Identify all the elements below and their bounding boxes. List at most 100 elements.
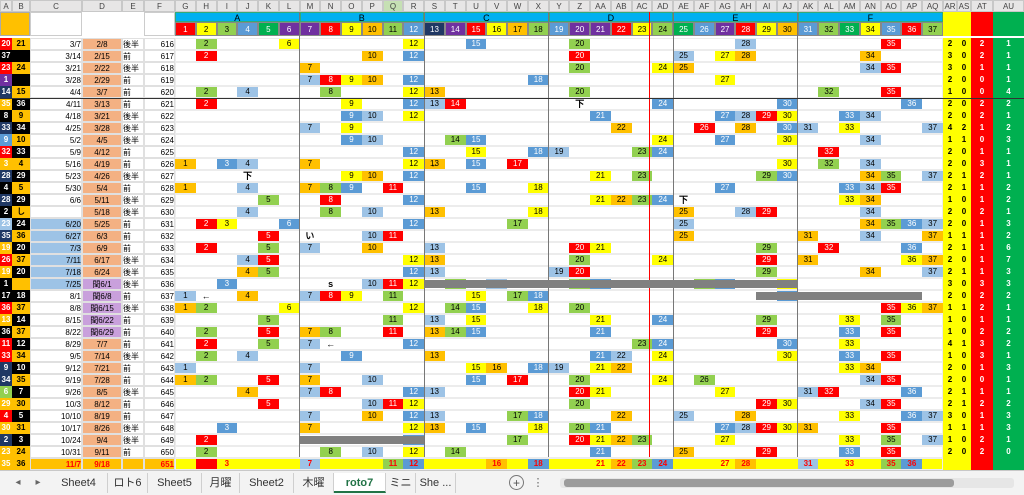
number-hit: 27 (714, 423, 736, 433)
column-letter-a[interactable]: A (0, 0, 12, 12)
column-letter-m[interactable]: M (299, 0, 321, 12)
sheet-tab-1[interactable]: ロト6 (108, 473, 148, 493)
column-letter-af[interactable]: AF (693, 0, 715, 12)
column-letter-j[interactable]: J (237, 0, 259, 12)
cell-c (12, 278, 30, 290)
tab-nav-next-button[interactable]: ▸ (35, 477, 41, 488)
column-letter-g[interactable]: G (175, 0, 196, 12)
cell-half: 前 (122, 242, 144, 254)
cell-kaisu: 624 (144, 134, 175, 146)
column-letter-z[interactable]: Z (569, 0, 591, 12)
column-letter-ao[interactable]: AO (880, 0, 902, 12)
number-hit: 33 (839, 315, 860, 325)
column-letter-as[interactable]: AS (957, 0, 971, 12)
column-letter-v[interactable]: V (486, 0, 508, 12)
cell-b: 11 (0, 338, 12, 350)
column-letter-o[interactable]: O (341, 0, 362, 12)
more-options-icon[interactable]: ⋮ (532, 477, 544, 489)
sheet-tab-8[interactable]: She ... (416, 473, 456, 493)
cell-at (971, 458, 993, 470)
cell-at: 0 (971, 374, 993, 386)
column-letter-i[interactable]: I (216, 0, 238, 12)
scrollbar-thumb[interactable] (564, 479, 954, 487)
column-letter-f[interactable]: F (144, 0, 175, 12)
column-letter-au[interactable]: AU (993, 0, 1024, 12)
column-letter-ak[interactable]: AK (797, 0, 819, 12)
column-letter-p[interactable]: P (361, 0, 383, 12)
column-letter-r[interactable]: R (403, 0, 425, 12)
column-letter-k[interactable]: K (258, 0, 279, 12)
column-letter-q[interactable]: Q (382, 0, 404, 12)
cell-ar: 1 (943, 134, 957, 146)
column-letter-ac[interactable]: AC (631, 0, 653, 12)
cell-ar: 2 (943, 362, 957, 374)
column-letter-n[interactable]: N (320, 0, 342, 12)
tab-nav-prev-button[interactable]: ◂ (15, 477, 21, 488)
cell-half: 後半 (122, 386, 144, 398)
column-letter-ap[interactable]: AP (901, 0, 923, 12)
number-hit: 13 (424, 159, 445, 169)
column-letter-ae[interactable]: AE (673, 0, 694, 12)
column-letter-e[interactable]: E (122, 0, 144, 12)
number-hit: 2 (195, 219, 217, 229)
number-hit: 27 (714, 135, 736, 145)
column-letter-w[interactable]: W (507, 0, 528, 12)
cell-ar: 2 (943, 182, 957, 194)
column-letter-al[interactable]: AL (818, 0, 840, 12)
number-hit: 21 (590, 447, 611, 457)
column-letter-am[interactable]: AM (839, 0, 860, 12)
spreadsheet-grid[interactable]: A B C D E F G H I J K L M N O P Q R S T U V W X Y Z AA AB AC AD AE AF AG… (0, 0, 1024, 470)
column-letter-h[interactable]: H (195, 0, 217, 12)
add-sheet-button[interactable]: + (509, 475, 524, 490)
sheet-tab-4[interactable]: Sheet2 (240, 473, 294, 493)
column-letter-t[interactable]: T (444, 0, 466, 12)
cell-c: 10 (12, 362, 30, 374)
column-letter-s[interactable]: S (424, 0, 445, 12)
sheet-tab-0[interactable]: Sheet4 (50, 473, 108, 493)
cell-date: 7/11 (30, 254, 82, 266)
number-hit: 12 (403, 255, 425, 265)
cell-at: 1 (971, 230, 993, 242)
column-letter-aa[interactable]: AA (590, 0, 611, 12)
column-letter-u[interactable]: U (465, 0, 487, 12)
number-hit: 29 (756, 315, 777, 325)
sheet-tab-5[interactable]: 木曜 (294, 473, 334, 493)
cell-as: 0 (957, 146, 971, 158)
number-hit: 10 (361, 399, 383, 409)
sheet-tab-3[interactable]: 月曜 (202, 473, 240, 493)
column-letter-ag[interactable]: AG (714, 0, 736, 12)
column-letter-an[interactable]: AN (859, 0, 881, 12)
number-hit: 34 (859, 267, 881, 277)
horizontal-scrollbar[interactable] (560, 478, 1014, 488)
number-header-20: 20 (569, 22, 591, 36)
cell-as: 0 (957, 326, 971, 338)
number-hit: 8 (320, 447, 342, 457)
column-letter-ar[interactable]: AR (943, 0, 957, 12)
number-hit: 11 (382, 291, 404, 301)
cell-at: 1 (971, 146, 993, 158)
column-letter-l[interactable]: L (278, 0, 300, 12)
sheet-tab-6[interactable]: roto7 (334, 473, 386, 493)
annotation-mark: い (305, 231, 315, 241)
cell-as: 0 (957, 218, 971, 230)
column-letter-y[interactable]: Y (548, 0, 570, 12)
column-letter-ab[interactable]: AB (610, 0, 632, 12)
number-hit: 9 (341, 75, 362, 85)
column-letter-c[interactable]: C (30, 0, 82, 12)
sheet-tab-7[interactable]: ミニ (386, 473, 416, 493)
column-letter-aj[interactable]: AJ (776, 0, 798, 12)
column-letter-ah[interactable]: AH (735, 0, 757, 12)
sheet-tab-2[interactable]: Sheet5 (148, 473, 202, 493)
number-hit: 20 (569, 267, 591, 277)
column-letter-d[interactable]: D (82, 0, 122, 12)
column-letter-at[interactable]: AT (971, 0, 993, 12)
cell-kyureki: 閏6/1 (82, 278, 122, 290)
column-letter-aq[interactable]: AQ (922, 0, 943, 12)
number-hit: 17 (507, 435, 528, 445)
column-letter-ai[interactable]: AI (756, 0, 777, 12)
column-letter-b[interactable]: B (12, 0, 30, 12)
column-letter-ad[interactable]: AD (652, 0, 674, 12)
cell-at: 0 (971, 86, 993, 98)
cell-au: 3 (993, 266, 1024, 278)
column-letter-x[interactable]: X (527, 0, 549, 12)
